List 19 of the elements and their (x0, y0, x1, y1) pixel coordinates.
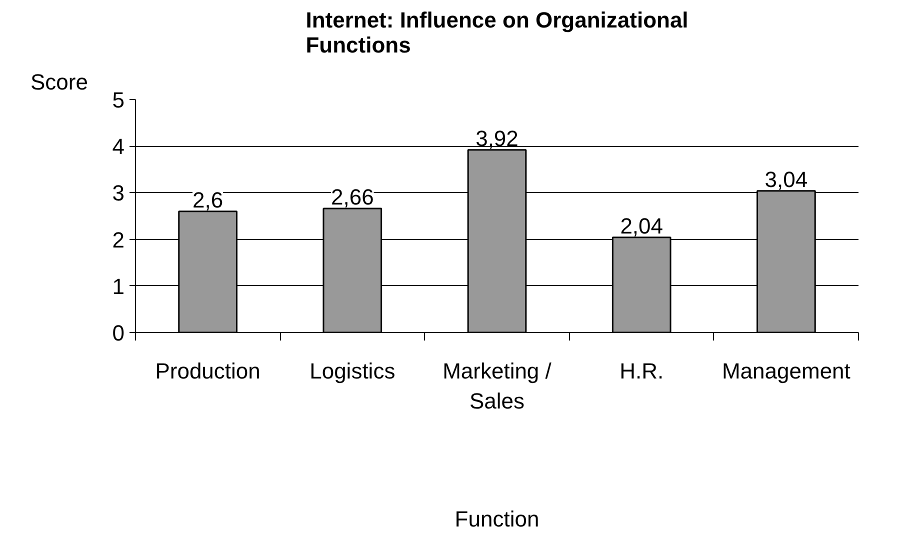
x-tick-label: H.R. (620, 358, 664, 384)
data-label: 2,6 (192, 187, 224, 212)
data-label: 3,92 (476, 126, 518, 151)
data-label: 3,04 (764, 166, 808, 192)
chart-title: Internet: Influence on Organizational Functions (306, 8, 688, 58)
y-tick-label: 4 (112, 134, 125, 160)
y-tick-label: 0 (112, 320, 125, 346)
x-tick-label: Management (722, 358, 850, 384)
y-tick-label: 5 (112, 88, 125, 112)
x-tick-label: Marketing / Sales (442, 358, 552, 414)
y-tick-label: 2 (112, 227, 125, 252)
data-label: 2,66 (330, 184, 374, 210)
y-tick-label: 1 (112, 274, 125, 299)
x-tick-label: Logistics (310, 358, 396, 384)
data-label: 2,04 (620, 213, 664, 238)
y-axis-title: Score (30, 70, 88, 94)
y-tick-label: 3 (112, 180, 125, 206)
x-axis-title: Function (454, 506, 540, 532)
x-tick-label: Production (155, 358, 260, 384)
